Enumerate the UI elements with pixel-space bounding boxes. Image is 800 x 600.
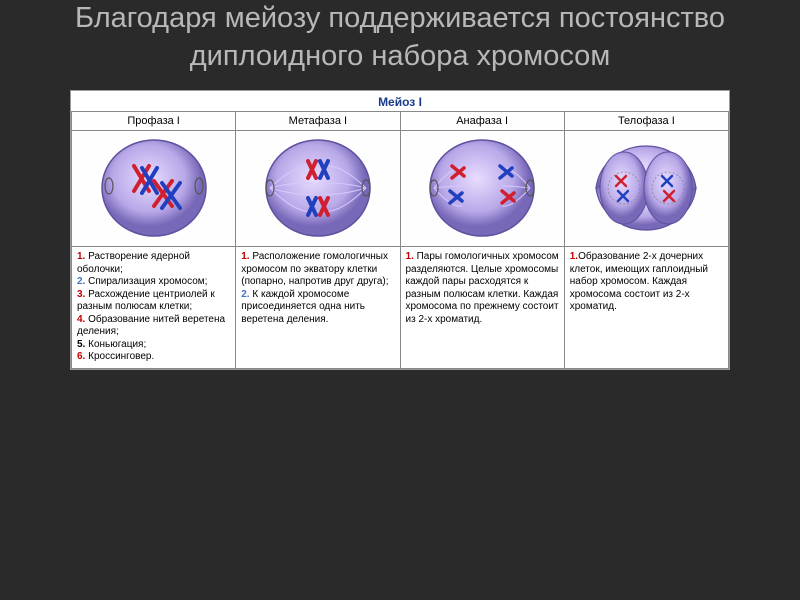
anaphase-desc: 1. Пары гомологичных хромосом разделяютс… [400, 247, 564, 369]
telophase-diagram [564, 131, 728, 247]
col-telophase: Телофаза I [564, 112, 728, 131]
slide-title: Благодаря мейозу поддерживается постоянс… [30, 0, 770, 90]
prophase-diagram [72, 131, 236, 247]
meiosis-table: Мейоз I Профаза I Метафаза I Анафаза I Т… [70, 90, 730, 370]
metaphase-diagram [236, 131, 400, 247]
col-anaphase: Анафаза I [400, 112, 564, 131]
table-caption: Мейоз I [71, 91, 729, 111]
telophase-desc: 1.Образование 2-х дочерних клеток, имеющ… [564, 247, 728, 369]
header-row: Профаза I Метафаза I Анафаза I Телофаза … [72, 112, 729, 131]
desc-row: 1. Растворение ядерной оболочки;2. Спира… [72, 247, 729, 369]
col-metaphase: Метафаза I [236, 112, 400, 131]
anaphase-diagram [400, 131, 564, 247]
image-row [72, 131, 729, 247]
prophase-desc: 1. Растворение ядерной оболочки;2. Спира… [72, 247, 236, 369]
metaphase-desc: 1. Расположение гомологичных хромосом по… [236, 247, 400, 369]
phase-table: Профаза I Метафаза I Анафаза I Телофаза … [71, 111, 729, 369]
col-prophase: Профаза I [72, 112, 236, 131]
